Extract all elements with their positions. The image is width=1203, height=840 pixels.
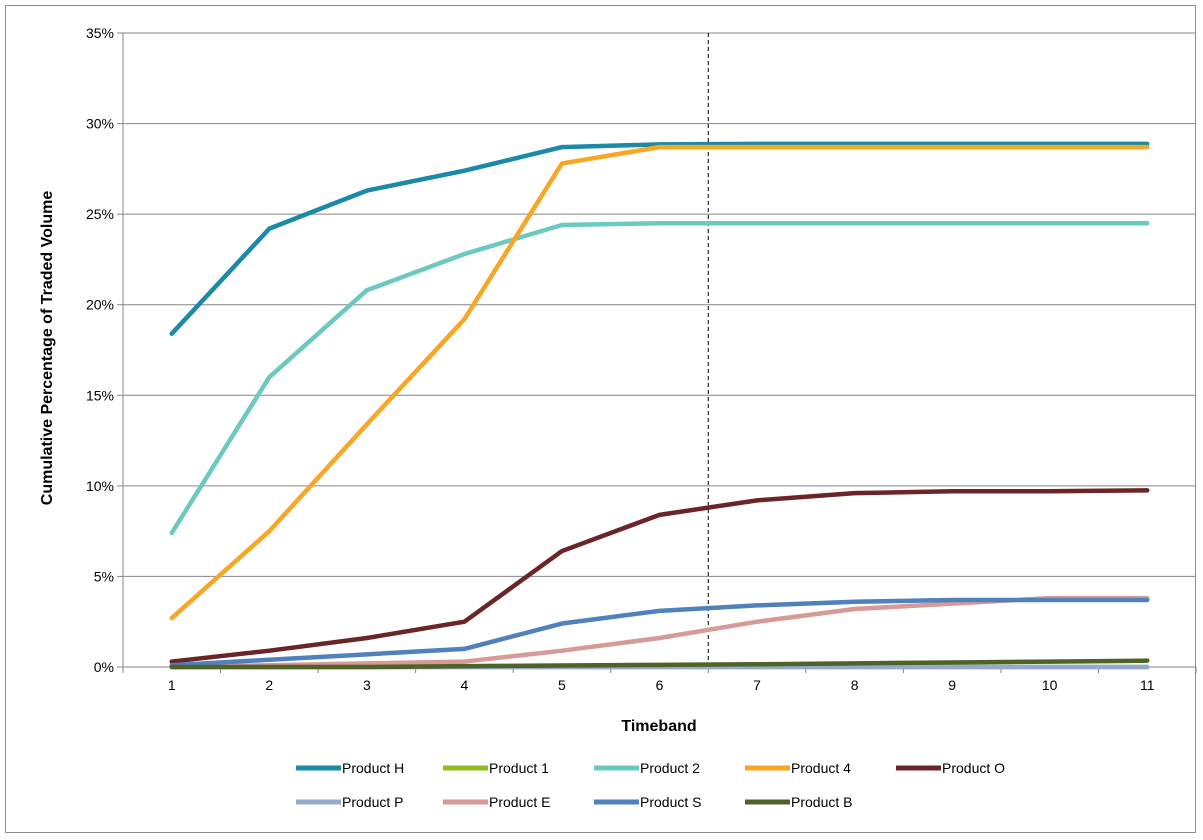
y-axis-title: Cumulative Percentage of Traded Volume <box>39 191 56 506</box>
legend-label: Product O <box>942 760 1005 776</box>
legend: Product H Product 1 Product 2 Product 4 Prod… <box>296 760 1005 810</box>
legend-label: Product 1 <box>489 760 549 776</box>
legend-item-product-b: Product B <box>745 794 852 810</box>
series-line-product-h <box>169 141 1150 336</box>
x-tick-label: 5 <box>558 677 566 693</box>
x-axis-title: Timeband <box>621 718 696 735</box>
legend-item-product-s: Product S <box>594 794 701 810</box>
gridlines <box>123 32 1196 668</box>
x-tick-label: 1 <box>168 677 176 693</box>
legend-label: Product P <box>342 794 403 810</box>
y-tick-label: 5% <box>94 568 114 584</box>
y-tick-label: 25% <box>86 206 114 222</box>
y-tick-label: 20% <box>86 297 114 313</box>
y-tick-label: 0% <box>94 659 114 675</box>
y-tick-label: 35% <box>86 25 114 41</box>
legend-label: Product E <box>489 794 550 810</box>
legend-item-product-h: Product H <box>296 760 404 776</box>
legend-label: Product S <box>640 794 701 810</box>
legend-item-product-2: Product 2 <box>594 760 700 776</box>
series-line-product-s <box>169 597 1150 668</box>
tick-labels: 0% 5% 10% 15% 20% 25% 30% 35% 1 2 3 4 5 6 7 8 9 10 11 <box>86 25 1155 693</box>
x-tick-label: 4 <box>461 677 469 693</box>
legend-item-product-e: Product E <box>443 794 550 810</box>
legend-item-product-o: Product O <box>896 760 1005 776</box>
series-line-product-4 <box>169 144 1150 621</box>
series-line-product-b <box>169 658 1150 670</box>
x-tick-label: 2 <box>265 677 273 693</box>
x-tick-label: 6 <box>656 677 664 693</box>
legend-label: Product 4 <box>791 760 851 776</box>
x-tick-label: 9 <box>948 677 956 693</box>
legend-label: Product 2 <box>640 760 700 776</box>
axes <box>117 32 1197 673</box>
legend-item-product-p: Product P <box>296 794 403 810</box>
x-tick-label: 11 <box>1140 677 1155 693</box>
series-line-product-o <box>169 488 1150 664</box>
legend-item-product-4: Product 4 <box>745 760 851 776</box>
x-tick-label: 8 <box>851 677 859 693</box>
x-tick-label: 10 <box>1042 677 1058 693</box>
legend-label: Product B <box>791 794 852 810</box>
y-tick-label: 10% <box>86 478 114 494</box>
legend-label: Product H <box>342 760 404 776</box>
x-tick-label: 7 <box>753 677 761 693</box>
y-tick-label: 30% <box>86 116 114 132</box>
x-tick-label: 3 <box>363 677 371 693</box>
series-line-product-2 <box>169 220 1150 536</box>
legend-item-product-1: Product 1 <box>443 760 549 776</box>
y-tick-label: 15% <box>86 387 114 403</box>
series-lines <box>169 141 1150 670</box>
